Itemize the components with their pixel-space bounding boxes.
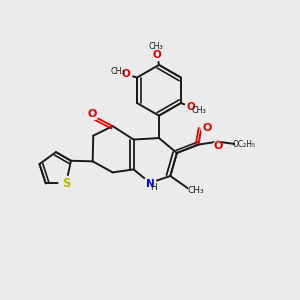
Circle shape bbox=[152, 50, 163, 61]
Circle shape bbox=[87, 109, 98, 120]
Circle shape bbox=[111, 65, 124, 78]
Text: CH₃: CH₃ bbox=[148, 43, 163, 52]
Circle shape bbox=[149, 40, 163, 53]
Circle shape bbox=[236, 136, 252, 152]
Circle shape bbox=[121, 69, 132, 80]
Text: OC₂H₅: OC₂H₅ bbox=[232, 140, 256, 148]
Text: O: O bbox=[122, 69, 131, 79]
Text: CH₃: CH₃ bbox=[191, 106, 206, 115]
Circle shape bbox=[213, 141, 223, 151]
Circle shape bbox=[201, 123, 212, 134]
Text: S: S bbox=[62, 177, 70, 190]
Circle shape bbox=[188, 183, 203, 198]
Text: O: O bbox=[88, 109, 98, 119]
Text: O: O bbox=[186, 102, 195, 112]
Circle shape bbox=[192, 104, 206, 117]
Text: O: O bbox=[153, 50, 162, 60]
Text: O: O bbox=[213, 141, 223, 151]
Circle shape bbox=[185, 101, 196, 113]
Text: N: N bbox=[146, 179, 154, 189]
Circle shape bbox=[59, 176, 73, 190]
Text: O: O bbox=[202, 123, 211, 133]
Circle shape bbox=[144, 177, 156, 189]
Text: H: H bbox=[151, 183, 157, 192]
Text: CH₃: CH₃ bbox=[110, 67, 125, 76]
Text: CH₃: CH₃ bbox=[188, 186, 204, 195]
